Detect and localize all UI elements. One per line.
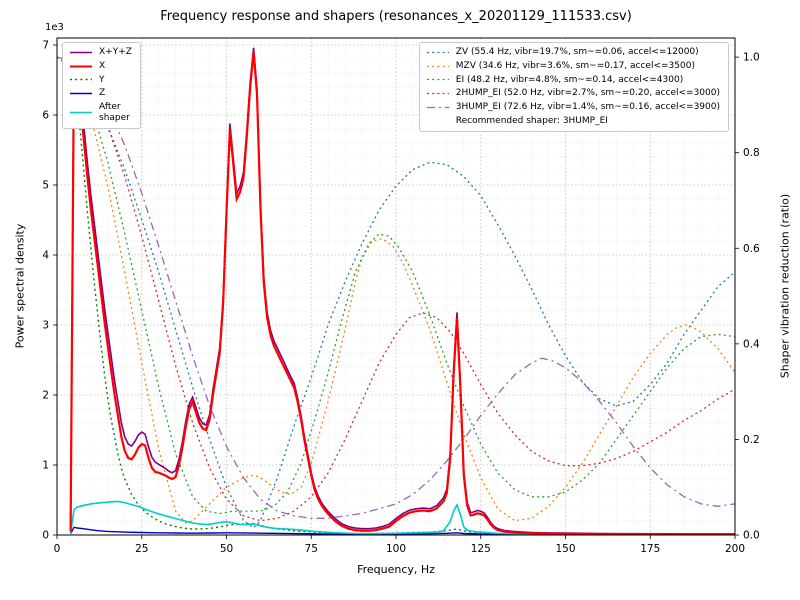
y-left-tick-label: 2 [42,390,49,402]
y-left-tick-label: 5 [42,180,49,192]
legend-sample-slot [69,62,93,71]
legend-item-recommended: Recommended shaper: 3HUMP_EI [426,116,720,127]
legend-psd: X+Y+Z X Y Z After shaper [62,42,141,129]
x-tick-label: 175 [640,543,660,555]
legend-sample-slot [426,117,450,126]
legend-label: EI (48.2 Hz, vibr=4.8%, sm~=0.14, accel<… [455,74,684,85]
x-tick-label: 0 [54,543,61,555]
legend-sample-slot [426,62,450,71]
shaper-curves [57,56,735,529]
legend-sample-slot [426,89,450,98]
legend-line-sample [426,51,449,54]
legend-label: Recommended shaper: 3HUMP_EI [455,115,608,126]
shaper-curve-MZV [57,56,735,524]
legend-sample-slot [426,103,450,112]
legend-label: MZV (34.6 Hz, vibr=3.6%, sm~=0.17, accel… [455,60,695,71]
shaper-curve-2HUMP_EI [57,56,735,522]
legend-line-sample [70,112,92,114]
shaper-curve-ZV [57,56,735,529]
shaper-curve-3HUMP_EI [57,56,735,519]
x-axis-label: Frequency, Hz [357,563,435,576]
psd-curve-y [69,72,735,535]
y-right-tick-label: 0.0 [743,530,760,542]
x-tick-label: 75 [305,543,318,555]
legend-sample-slot [69,108,93,117]
legend-line-sample [70,79,92,81]
x-tick-label: 125 [471,543,491,555]
y-left-tick-label: 4 [42,250,49,262]
legend-label: Z [99,88,106,99]
legend-line-sample [70,51,92,54]
legend-shapers: ZV (55.4 Hz, vibr=19.7%, sm~=0.06, accel… [418,42,729,132]
psd-curve-x [69,51,735,535]
chart-title: Frequency response and shapers (resonanc… [160,9,632,24]
legend-item-3HUMP_EI: 3HUMP_EI (72.6 Hz, vibr=1.4%, sm~=0.16, … [426,102,720,113]
y-right-tick-label: 0.8 [743,147,760,159]
legend-item-x: X [69,61,132,72]
axis-ticks [53,44,739,539]
legend-sample-slot [426,48,450,57]
legend-label: 2HUMP_EI (52.0 Hz, vibr=2.7%, sm~=0.20, … [455,88,720,99]
legend-sample-slot [69,89,93,98]
y-left-tick-label: 7 [42,40,49,52]
legend-sample-slot [426,75,450,84]
psd-curve-after_shaper [69,500,735,535]
y-right-tick-label: 0.2 [743,434,760,446]
legend-item-ZV: ZV (55.4 Hz, vibr=19.7%, sm~=0.06, accel… [426,47,720,58]
legend-item-sum: X+Y+Z [69,47,132,58]
y-right-tick-label: 0.4 [743,338,760,350]
y-left-tick-label: 0 [42,530,49,542]
legend-line-sample [426,65,449,67]
y-left-tick-label: 3 [42,320,49,332]
legend-label: After shaper [99,102,130,123]
legend-item-z: Z [69,88,132,99]
legend-item-after_shaper: After shaper [69,102,132,124]
y-left-tick-label: 6 [42,110,49,122]
legend-line-sample [426,79,449,81]
legend-line-sample [426,106,449,109]
psd-curves [69,44,735,535]
x-tick-label: 50 [220,543,233,555]
y-axis-label-right: Shaper vibration reduction (ratio) [778,193,792,379]
legend-sample-slot [69,48,93,57]
y-right-tick-label: 1.0 [743,52,760,64]
x-tick-label: 150 [555,543,575,555]
y-axis-offset-text: 1e3 [45,22,64,33]
legend-label: 3HUMP_EI (72.6 Hz, vibr=1.4%, sm~=0.16, … [455,102,720,113]
x-tick-label: 25 [135,543,148,555]
legend-line-sample [70,93,92,95]
legend-item-2HUMP_EI: 2HUMP_EI (52.0 Hz, vibr=2.7%, sm~=0.20, … [426,88,720,99]
legend-label: X+Y+Z [99,47,132,57]
y-left-tick-label: 1 [42,460,49,472]
y-right-tick-label: 0.6 [743,243,760,255]
legend-item-y: Y [69,75,132,86]
legend-line-sample [70,65,92,68]
legend-label: Y [99,74,105,85]
y-axis-label-left: Power spectral density [13,223,27,349]
legend-item-EI: EI (48.2 Hz, vibr=4.8%, sm~=0.14, accel<… [426,75,720,86]
axis-tick-labels: 0 25 50 75 100 125 150 175 200 0 1 2 3 4 5 6 7 0.0 0.2 0.4 0… [42,40,760,556]
legend-label: ZV (55.4 Hz, vibr=19.7%, sm~=0.06, accel… [455,47,699,57]
x-tick-label: 200 [725,543,745,555]
legend-item-MZV: MZV (34.6 Hz, vibr=3.6%, sm~=0.17, accel… [426,61,720,72]
legend-line-sample [426,93,449,95]
x-tick-label: 100 [386,543,406,555]
legend-label: X [99,60,106,71]
legend-sample-slot [69,75,93,84]
